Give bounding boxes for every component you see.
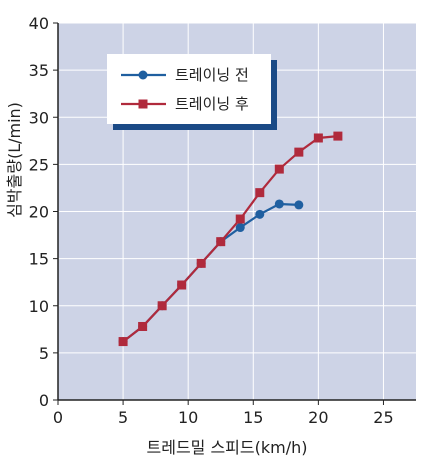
series-layer — [118, 131, 343, 347]
y-tick-label: 10 — [29, 297, 49, 316]
y-tick-label: 20 — [29, 203, 49, 222]
x-tick-label: 0 — [53, 408, 63, 427]
data-point — [294, 147, 304, 157]
data-point — [294, 200, 304, 210]
legend-label: 트레이닝 후 — [175, 95, 249, 113]
x-tick-label: 15 — [243, 408, 263, 427]
y-tick-label: 40 — [29, 14, 49, 33]
data-point — [216, 237, 226, 247]
y-tick-label: 5 — [39, 344, 49, 363]
legend-item: 트레이닝 후 — [121, 95, 249, 113]
data-point — [274, 164, 284, 174]
y-axis-title: 심박출량(L/min) — [5, 102, 24, 218]
data-point — [138, 321, 148, 331]
y-tick-label: 30 — [29, 108, 49, 127]
data-point — [235, 214, 245, 224]
legend-label: 트레이닝 전 — [175, 66, 249, 84]
data-point — [274, 199, 284, 209]
x-tick-label: 5 — [118, 408, 128, 427]
legend-item: 트레이닝 전 — [121, 66, 249, 84]
x-axis-title: 트레드밀 스피드(km/h) — [147, 438, 308, 457]
data-point — [235, 223, 245, 233]
axes — [53, 22, 416, 405]
legend-marker — [138, 70, 148, 80]
data-point — [118, 337, 128, 347]
data-point — [313, 133, 323, 143]
legend-marker — [138, 99, 148, 109]
data-point — [196, 258, 206, 268]
tick-labels: 0 5 10 15 20 25 30 35 40 0 5 10 15 20 25 — [29, 14, 394, 427]
series-after-training — [118, 131, 343, 347]
x-tick-label: 20 — [308, 408, 328, 427]
y-tick-label: 35 — [29, 61, 49, 80]
y-tick-label: 25 — [29, 155, 49, 174]
data-point — [177, 280, 187, 290]
x-tick-label: 10 — [178, 408, 198, 427]
data-point — [333, 131, 343, 141]
data-point — [255, 188, 265, 198]
data-point — [255, 209, 265, 219]
y-tick-label: 0 — [39, 391, 49, 410]
data-point — [157, 301, 167, 311]
x-tick-label: 25 — [373, 408, 393, 427]
legend-box — [107, 54, 271, 124]
y-tick-label: 15 — [29, 250, 49, 269]
